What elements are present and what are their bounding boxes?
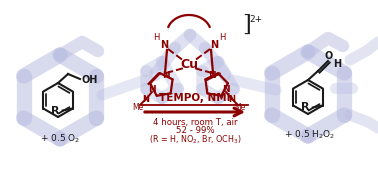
- Text: TEMPO, NMI: TEMPO, NMI: [159, 93, 231, 103]
- Text: R: R: [302, 103, 310, 112]
- Text: OH: OH: [82, 75, 98, 85]
- Text: H: H: [219, 33, 225, 41]
- Text: N: N: [160, 40, 168, 50]
- Text: (R = H, NO$_2$, Br, OCH$_3$): (R = H, NO$_2$, Br, OCH$_3$): [149, 133, 242, 146]
- Text: H: H: [153, 33, 159, 41]
- Text: H: H: [333, 59, 341, 69]
- Text: N: N: [222, 84, 230, 94]
- Text: Me: Me: [132, 103, 144, 111]
- Text: N: N: [162, 71, 170, 79]
- Text: 2+: 2+: [249, 15, 262, 24]
- Text: ]: ]: [242, 14, 251, 36]
- Text: R: R: [51, 105, 60, 116]
- Text: Cu: Cu: [180, 58, 198, 72]
- Text: 52 - 99%: 52 - 99%: [176, 126, 214, 135]
- Text: N: N: [210, 40, 218, 50]
- Text: N: N: [148, 84, 156, 94]
- Text: $+\ 0.5\ \mathrm{H_2O_2}$: $+\ 0.5\ \mathrm{H_2O_2}$: [284, 129, 336, 141]
- Text: O: O: [325, 51, 333, 61]
- Text: Me: Me: [234, 103, 246, 111]
- Text: N: N: [143, 94, 150, 104]
- Text: N: N: [208, 71, 216, 79]
- Text: N: N: [228, 94, 235, 104]
- Text: $+\ 0.5\ \mathrm{O_2}$: $+\ 0.5\ \mathrm{O_2}$: [40, 133, 80, 145]
- Text: 4 hours, room T, air: 4 hours, room T, air: [153, 118, 237, 127]
